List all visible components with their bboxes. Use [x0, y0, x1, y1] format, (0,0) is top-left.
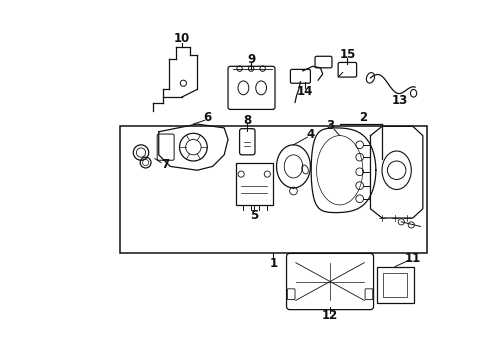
Text: 12: 12: [321, 309, 338, 322]
Bar: [120, 126, 427, 253]
Text: 11: 11: [405, 252, 421, 265]
Text: 4: 4: [306, 128, 315, 141]
Text: 6: 6: [203, 111, 211, 125]
Text: 8: 8: [243, 114, 251, 127]
Text: 5: 5: [250, 209, 258, 222]
Text: 15: 15: [339, 48, 356, 61]
Text: 10: 10: [173, 32, 190, 45]
Text: 7: 7: [161, 158, 169, 171]
Text: 3: 3: [326, 119, 335, 132]
Text: 14: 14: [297, 85, 313, 98]
Text: 9: 9: [247, 53, 255, 66]
Text: 2: 2: [359, 111, 367, 125]
Text: 13: 13: [392, 94, 408, 107]
Text: 1: 1: [270, 257, 277, 270]
